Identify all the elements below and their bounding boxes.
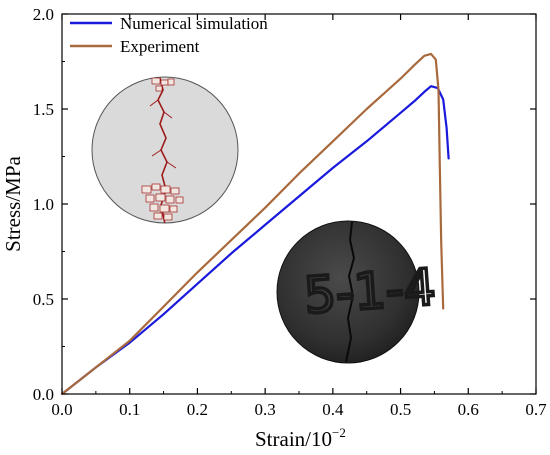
y-tick-label: 0.0	[33, 385, 54, 404]
legend-label-simulation: Numerical simulation	[120, 14, 268, 33]
specimen-photo: 5-1-4	[276, 220, 439, 364]
photo-crack	[345, 221, 356, 363]
y-tick-label: 0.5	[33, 290, 54, 309]
series-layer	[60, 52, 450, 396]
x-tick-label: 0.2	[187, 400, 208, 419]
legend: Numerical simulation Experiment	[70, 14, 268, 56]
x-tick-label: 0.7	[525, 400, 547, 419]
x-tick-label: 0.0	[51, 400, 72, 419]
y-axis-title: Stress/MPa	[1, 155, 25, 251]
series-line-experiment	[60, 52, 445, 396]
y-tick-label: 1.5	[33, 100, 54, 119]
legend-label-experiment: Experiment	[120, 37, 200, 56]
specimen-label: 5-1-4	[302, 258, 437, 325]
x-tick-label: 0.6	[458, 400, 479, 419]
y-tick-label: 1.0	[33, 195, 54, 214]
y-tick-label: 2.0	[33, 5, 54, 24]
x-axis-exponent: −2	[332, 425, 346, 440]
damage-top	[151, 77, 175, 92]
x-axis-title: Strain/10−2	[255, 425, 346, 451]
damage-bottom	[141, 183, 184, 221]
simulated-crack-disc	[91, 76, 239, 224]
x-tick-label: 0.1	[119, 400, 140, 419]
x-tick-label: 0.5	[390, 400, 411, 419]
x-tick-label: 0.4	[322, 400, 344, 419]
x-tick-label: 0.3	[255, 400, 276, 419]
tick-layer: 0.0 0.1 0.2 0.3 0.4 0.5 0.6 0.7 0.0 0.5 1.0 1.5 2.0	[33, 5, 547, 419]
crack-branch	[149, 99, 177, 169]
